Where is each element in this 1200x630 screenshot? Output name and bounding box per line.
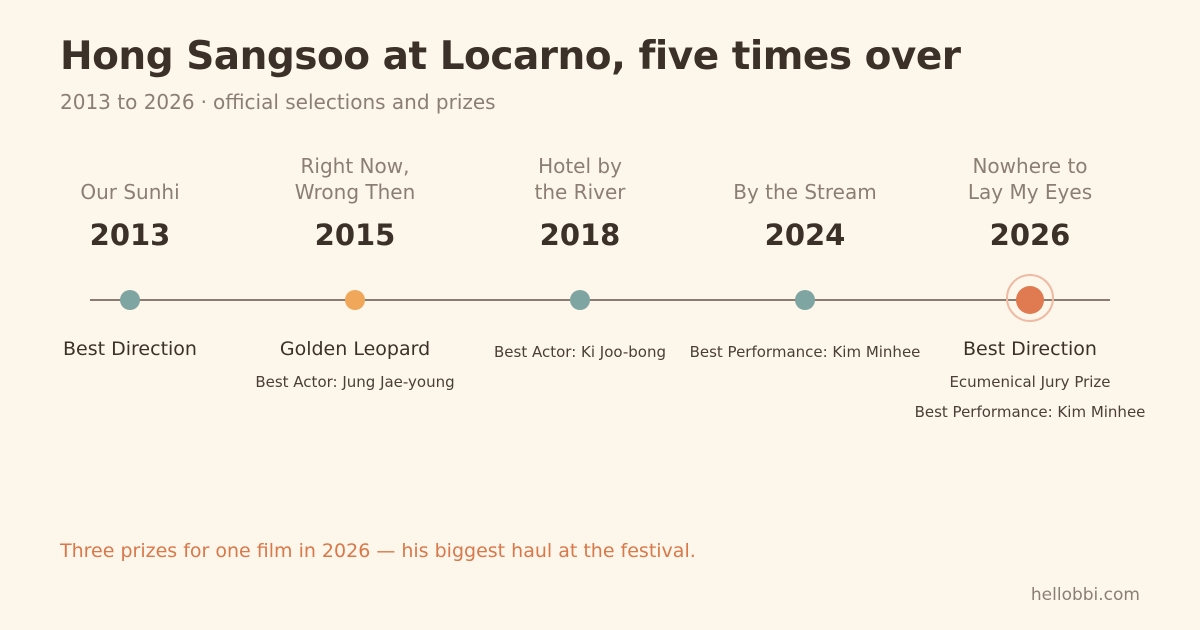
highlight-halo [1006, 274, 1054, 322]
prize-secondary: Ecumenical Jury Prize [949, 373, 1111, 391]
footnote: Three prizes for one film in 2026 — his … [60, 540, 696, 562]
prize-secondary: Best Actor: Jung Jae-young [255, 373, 455, 391]
site-credit: hellobbi.com [1030, 585, 1140, 605]
film-title: Our Sunhi [10, 179, 250, 205]
film-title-line2: Our Sunhi [80, 180, 180, 204]
year-label: 2026 [989, 218, 1071, 252]
timeline-dot [795, 290, 815, 310]
timeline-axis [90, 299, 1110, 301]
timeline-dot [120, 290, 140, 310]
subtitle-range: 2013 to 2026 [60, 90, 195, 114]
film-title-line1: Nowhere to [972, 154, 1088, 178]
film-title-line2: Lay My Eyes [967, 180, 1093, 204]
film-title: Nowhere to Lay My Eyes [910, 153, 1150, 205]
year-label: 2013 [89, 218, 171, 252]
prize-secondary: Best Performance: Kim Minhee [689, 343, 921, 361]
year-label: 2024 [764, 218, 846, 252]
page-title: Hong Sangsoo at Locarno, five times over [60, 34, 961, 79]
film-title-line1: Hotel by [538, 154, 622, 178]
film-title: Right Now, Wrong Then [235, 153, 475, 205]
film-title-line2: Wrong Then [294, 180, 416, 204]
prize-secondary: Best Performance: Kim Minhee [914, 403, 1146, 421]
prize-main: Best Direction [63, 338, 197, 360]
year-label: 2015 [314, 218, 396, 252]
prize-main: Golden Leopard [279, 338, 431, 360]
film-title-line2: By the Stream [733, 180, 877, 204]
prize-secondary: Best Actor: Ki Joo-bong [494, 343, 666, 361]
film-title-line1: Right Now, [300, 154, 410, 178]
subtitle-text: official selections and prizes [212, 90, 496, 114]
film-title: By the Stream [685, 179, 925, 205]
timeline-dot [345, 290, 365, 310]
page-subtitle: 2013 to 2026 · official selections and pri… [60, 90, 496, 114]
timeline-dot-highlight [1016, 286, 1044, 314]
timeline-dot [570, 290, 590, 310]
year-label: 2018 [539, 218, 621, 252]
prize-main: Best Direction [963, 338, 1097, 360]
film-title-line2: the River [534, 180, 626, 204]
film-title: Hotel by the River [460, 153, 700, 205]
subtitle-separator: · [200, 90, 207, 114]
